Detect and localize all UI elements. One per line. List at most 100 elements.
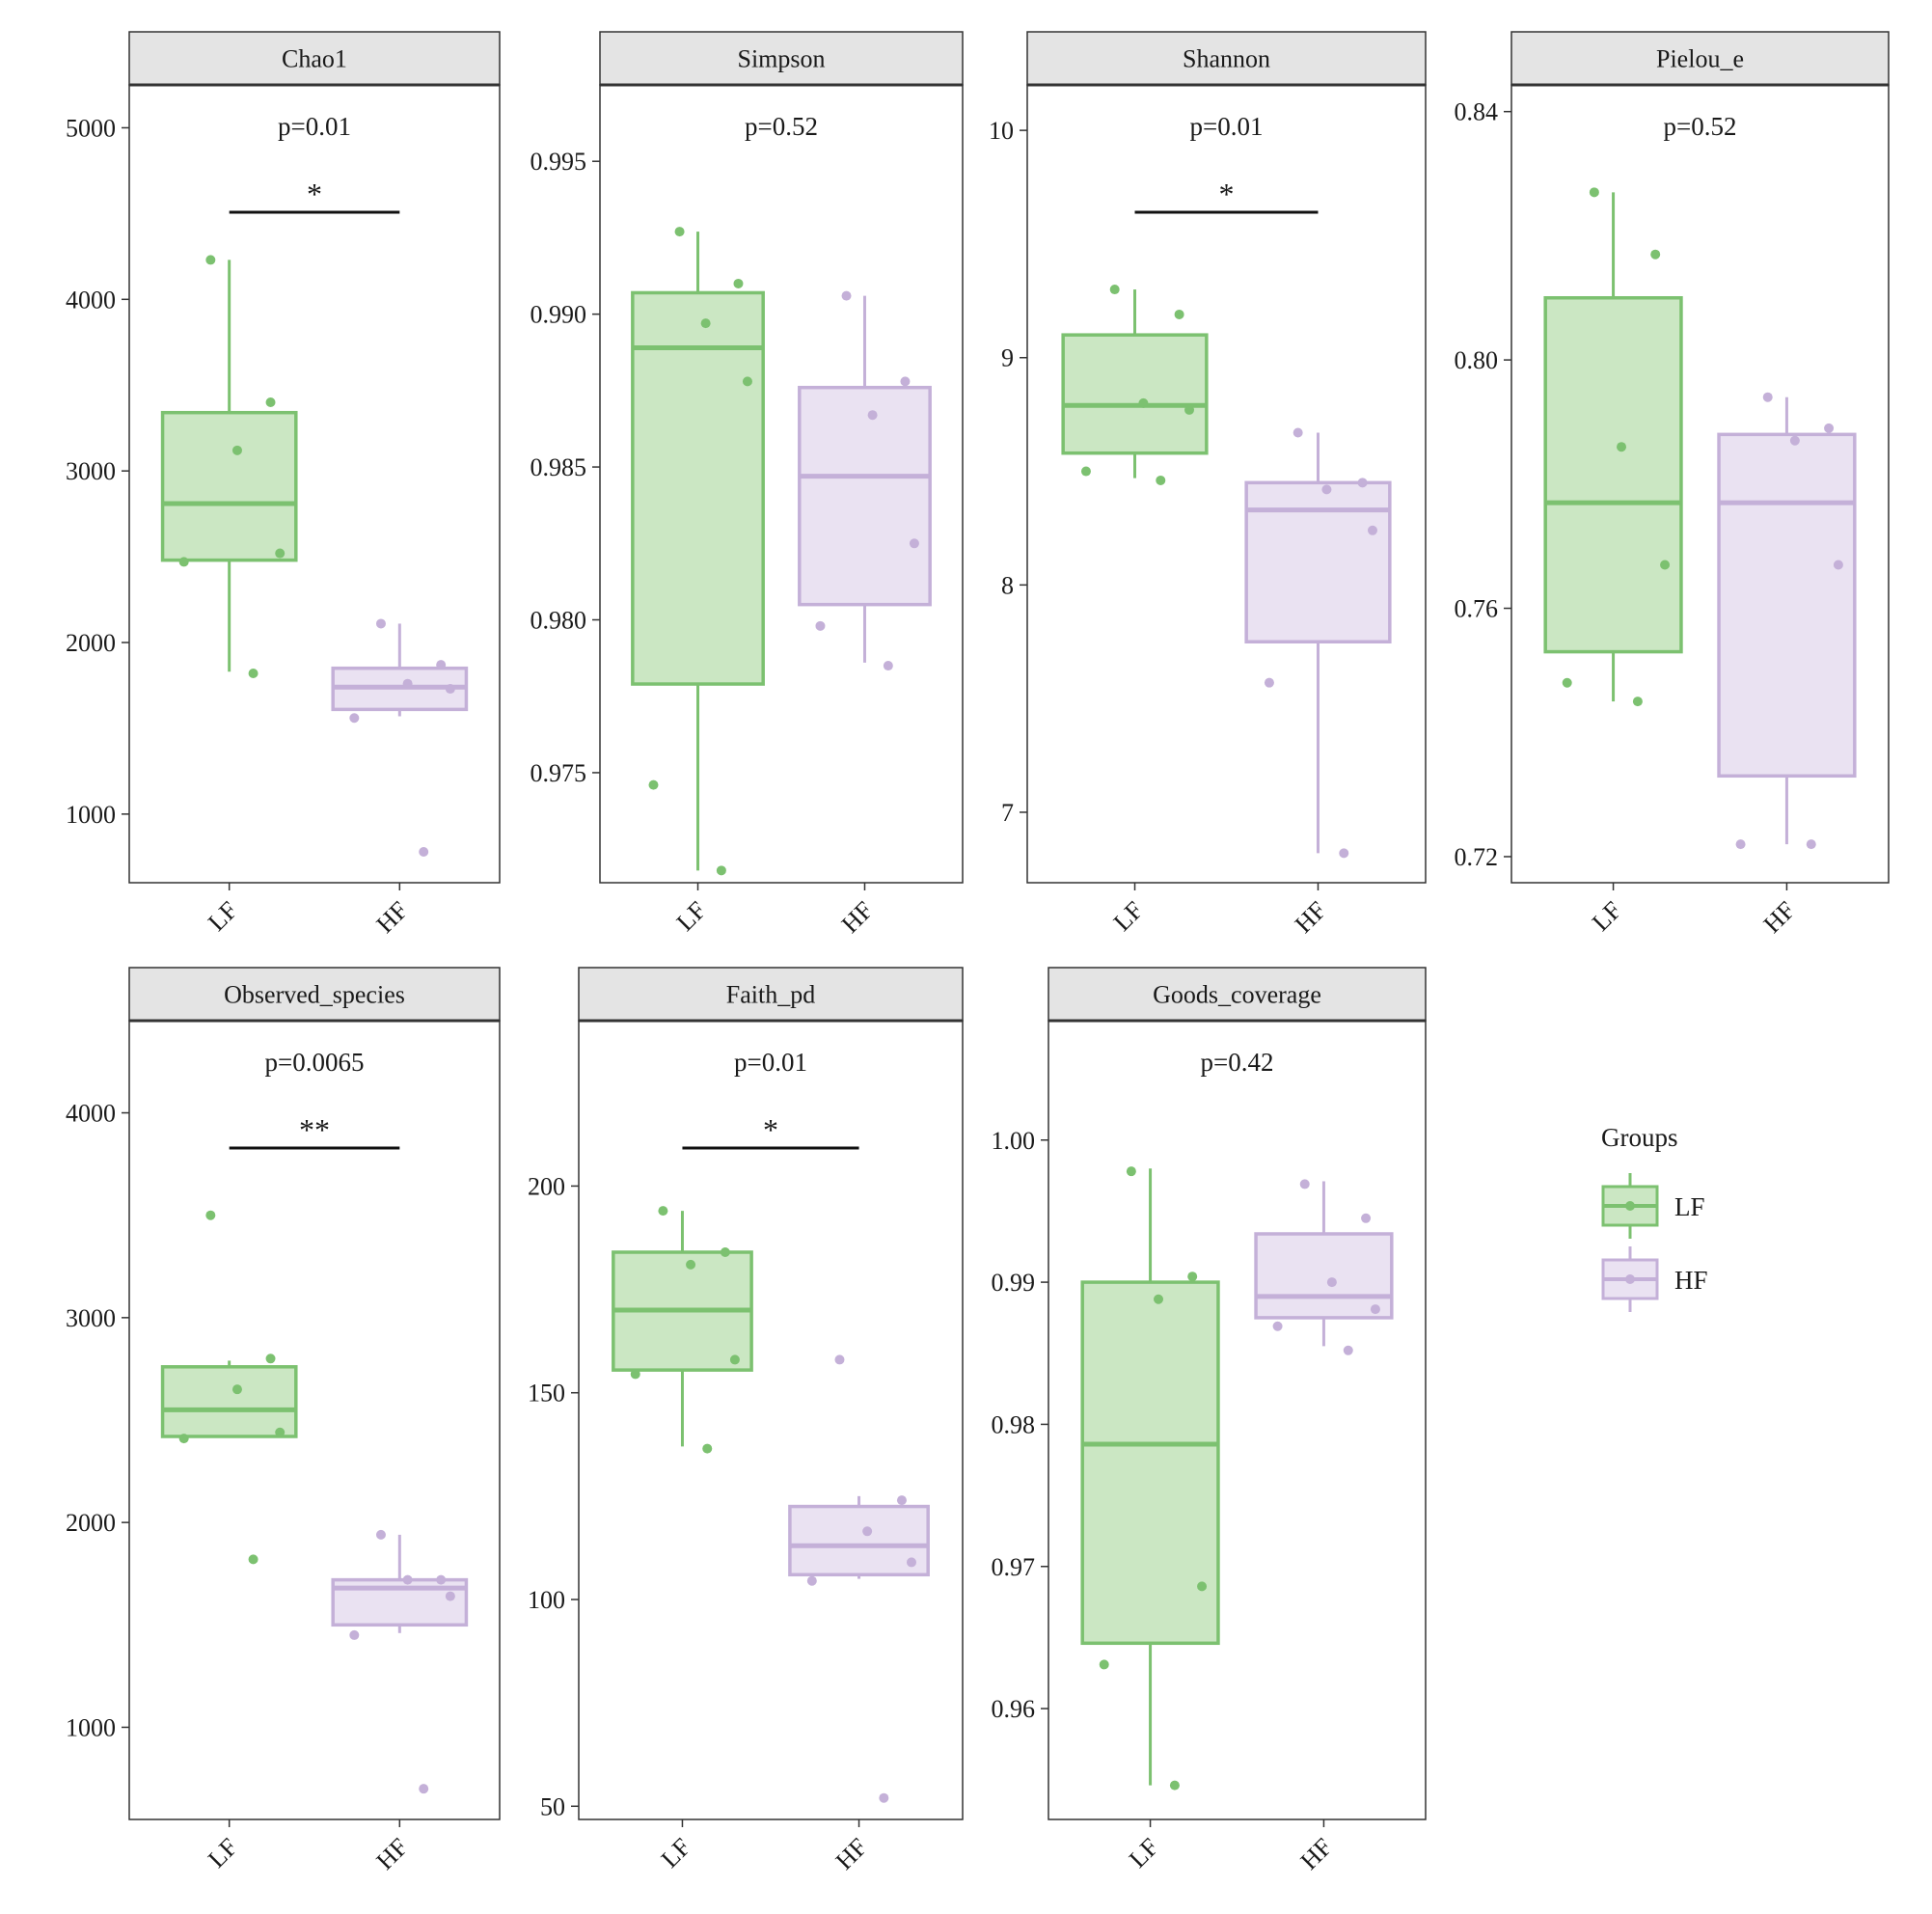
- y-tick-label: 10: [989, 117, 1014, 145]
- y-tick-label: 2000: [66, 629, 116, 657]
- data-point-lf: [205, 255, 216, 265]
- data-point-lf: [275, 548, 286, 559]
- data-point-hf: [900, 376, 911, 387]
- data-point-hf: [906, 1557, 916, 1568]
- data-point-lf: [1109, 285, 1120, 295]
- data-point-lf: [1617, 442, 1627, 452]
- data-point-lf: [1099, 1659, 1109, 1670]
- data-point-hf: [436, 660, 447, 670]
- panel-title: Observed_species: [224, 981, 405, 1009]
- box-iqr: [160, 1365, 298, 1438]
- y-tick-label: 1.00: [992, 1127, 1036, 1155]
- y-tick-label: 100: [528, 1586, 565, 1614]
- y-tick-label: 1000: [66, 801, 116, 829]
- panel-faith-pd: Faith_pd 50 100 150 200 LF HF p=0.01 *: [528, 967, 964, 1875]
- x-tick-label-hf: HF: [1295, 1833, 1338, 1875]
- x-tick-label-hf: HF: [830, 1833, 873, 1875]
- legend: Groups LF HF: [1601, 1123, 1708, 1312]
- data-point-hf: [883, 661, 893, 671]
- data-point-hf: [806, 1575, 817, 1586]
- panel-title: Pielou_e: [1656, 45, 1744, 73]
- y-tick-label: 0.975: [531, 759, 587, 787]
- data-point-hf: [867, 410, 878, 421]
- panel-strip: [578, 967, 964, 1022]
- data-point-hf: [436, 1574, 447, 1585]
- panel-observed-species: Observed_species 1000 2000 3000 4000 LF HF p=0.…: [66, 967, 501, 1875]
- y-tick-label: 3000: [66, 457, 116, 485]
- data-point-hf: [896, 1495, 907, 1506]
- panel-title: Simpson: [737, 45, 825, 73]
- panel-strip: [599, 31, 964, 86]
- data-point-hf: [841, 290, 852, 301]
- panel-title: Shannon: [1183, 45, 1270, 73]
- data-point-hf: [1370, 1304, 1380, 1315]
- data-point-hf: [1762, 392, 1773, 402]
- data-point-lf: [275, 1427, 286, 1437]
- y-tick-label: 0.995: [531, 148, 587, 176]
- box-iqr: [1061, 333, 1209, 455]
- data-point-lf: [231, 1384, 242, 1395]
- y-tick-label: 50: [540, 1792, 565, 1820]
- data-point-lf: [1080, 466, 1091, 477]
- p-value-label: p=0.52: [1664, 112, 1737, 141]
- x-tick-label-lf: LF: [671, 896, 712, 937]
- x-tick-label-hf: HF: [836, 896, 879, 939]
- data-point-lf: [1562, 677, 1572, 688]
- p-value-label: p=0.01: [278, 112, 351, 141]
- box-lf: [1543, 192, 1683, 702]
- y-tick-label: 0.99: [992, 1269, 1036, 1297]
- data-point-hf: [1299, 1179, 1310, 1189]
- y-tick-label: 0.96: [992, 1695, 1036, 1723]
- y-tick-label: 150: [528, 1380, 565, 1408]
- data-point-lf: [720, 1247, 730, 1257]
- legend-item-lf: LF: [1601, 1173, 1705, 1239]
- data-point-hf: [445, 1591, 455, 1601]
- box-hf: [331, 1534, 469, 1633]
- y-tick-label: 1000: [66, 1713, 116, 1741]
- data-point-lf: [231, 445, 242, 455]
- data-point-hf: [1789, 435, 1800, 446]
- box-iqr: [1244, 480, 1392, 644]
- data-point-lf: [1126, 1166, 1136, 1177]
- significance-stars: *: [307, 177, 322, 211]
- panel-simpson: Simpson 0.975 0.980 0.985 0.990 0.995 LF HF p=0.…: [531, 31, 964, 939]
- data-point-hf: [815, 620, 826, 631]
- data-point-lf: [742, 376, 752, 387]
- p-value-label: p=0.52: [745, 112, 818, 141]
- box-lf: [631, 232, 765, 871]
- data-point-lf: [178, 557, 189, 567]
- data-point-hf: [1326, 1277, 1337, 1288]
- p-value-label: p=0.0065: [265, 1048, 365, 1077]
- p-value-label: p=0.01: [1190, 112, 1264, 141]
- box-iqr: [160, 410, 298, 562]
- data-point-hf: [402, 1574, 413, 1585]
- panel-title: Chao1: [282, 45, 347, 73]
- x-tick-label-lf: LF: [656, 1833, 696, 1873]
- box-iqr: [631, 290, 765, 686]
- data-point-hf: [445, 684, 455, 695]
- data-point-lf: [1156, 475, 1166, 485]
- box-lf: [160, 1360, 298, 1438]
- y-tick-label: 8: [1001, 571, 1014, 599]
- data-point-hf: [1824, 423, 1835, 433]
- y-tick-label: 0.980: [531, 607, 587, 635]
- data-point-lf: [716, 865, 726, 876]
- data-point-lf: [1138, 397, 1149, 408]
- data-point-hf: [1735, 839, 1746, 850]
- data-point-hf: [349, 713, 360, 724]
- box-hf: [788, 1495, 930, 1579]
- x-tick-label-hf: HF: [1758, 896, 1801, 939]
- y-tick-label: 3000: [66, 1304, 116, 1332]
- box-iqr: [1717, 432, 1857, 779]
- y-tick-label: 0.985: [531, 453, 587, 481]
- data-point-hf: [402, 678, 413, 689]
- data-point-hf: [1357, 478, 1368, 488]
- data-point-lf: [1184, 404, 1195, 415]
- data-point-lf: [248, 1554, 259, 1565]
- panel-pielou-e: Pielou_e 0.72 0.76 0.80 0.84 LF HF p=0.52: [1455, 31, 1890, 939]
- panel-title: Faith_pd: [726, 981, 815, 1009]
- box-hf: [331, 623, 469, 717]
- box-lf: [160, 260, 298, 672]
- significance-stars: *: [763, 1112, 778, 1147]
- panel-strip: [128, 31, 501, 86]
